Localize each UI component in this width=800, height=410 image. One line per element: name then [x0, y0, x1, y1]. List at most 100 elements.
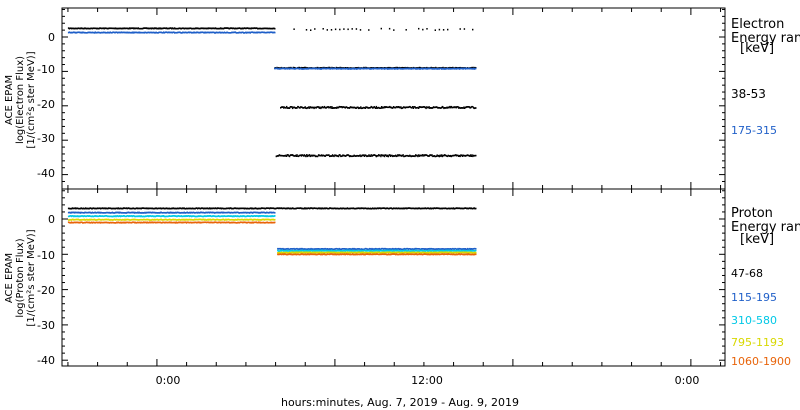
electron-point-175-315 — [343, 67, 346, 70]
electron-point-175-315 — [205, 32, 207, 34]
proton-point-115-195 — [237, 211, 239, 214]
proton-point-1060-1900 — [156, 221, 159, 224]
electron-point-175-315 — [159, 31, 162, 34]
proton-point-47-68 — [199, 207, 202, 210]
proton-point-115-195 — [317, 248, 319, 250]
electron-point-38-53 — [296, 154, 298, 156]
electron-point-175-315 — [308, 67, 310, 70]
proton-point-795-1193 — [153, 219, 155, 221]
electron-point-175-315 — [347, 68, 349, 70]
electron-point-38-53 — [317, 154, 320, 156]
proton-point-1060-1900 — [210, 221, 212, 223]
electron-point-38-53 — [227, 27, 229, 29]
proton-point-1060-1900 — [475, 253, 477, 256]
electron-point-175-315 — [422, 68, 424, 70]
proton-point-47-68 — [116, 207, 118, 210]
proton-point-1060-1900 — [207, 221, 209, 223]
proton-legend-47-68: 47-68 — [731, 267, 763, 280]
proton-point-795-1193 — [94, 219, 96, 221]
electron-point-175-315 — [311, 67, 314, 70]
proton-point-795-1193 — [148, 218, 150, 221]
proton-point-47-68 — [311, 207, 314, 210]
proton-point-795-1193 — [423, 251, 426, 254]
proton-point-310-580 — [128, 215, 131, 217]
electron-point-175-315 — [90, 31, 92, 34]
proton-point-115-195 — [113, 212, 116, 214]
proton-point-795-1193 — [253, 218, 255, 221]
proton-point-795-1193 — [316, 251, 318, 254]
proton-point-47-68 — [165, 207, 168, 209]
electron-point-38-53 — [326, 106, 328, 109]
proton-point-1060-1900 — [90, 221, 92, 224]
electron-point-38-53 — [197, 27, 200, 30]
proton-point-115-195 — [201, 211, 203, 214]
proton-point-115-195 — [291, 248, 294, 250]
proton-point-47-68 — [247, 207, 249, 210]
proton-point-310-580 — [465, 250, 467, 252]
proton-point-47-68 — [167, 207, 169, 210]
electron-point-175-315 — [418, 68, 421, 70]
proton-point-47-68 — [357, 207, 360, 209]
electron-point-175-315 — [351, 68, 353, 70]
electron-point-38-53 — [380, 155, 382, 158]
electron-point-38-53 — [356, 154, 358, 157]
electron-point-175-315 — [182, 31, 184, 34]
proton-point-310-580 — [96, 215, 98, 217]
electron-point-38-53 — [311, 155, 314, 157]
electron-point-38-53 — [456, 106, 458, 108]
proton-point-1060-1900 — [196, 222, 198, 224]
electron-point-38-53 — [319, 106, 321, 109]
proton-point-1060-1900 — [365, 253, 367, 255]
electron-point-38-53 — [149, 27, 151, 30]
proton-point-1060-1900 — [136, 221, 139, 224]
proton-point-47-68 — [363, 207, 366, 210]
electron-point-175-315 — [292, 67, 294, 70]
proton-point-1060-1900 — [126, 221, 128, 224]
proton-point-795-1193 — [339, 251, 341, 254]
electron-point-38-53 — [271, 27, 273, 30]
electron-point-38-53 — [315, 107, 317, 109]
electron-point-175-315 — [290, 67, 292, 70]
proton-point-47-68 — [360, 207, 362, 210]
electron-point-38-53 — [323, 106, 325, 109]
proton-point-115-195 — [339, 248, 341, 250]
electron-point-38-53 — [303, 67, 305, 69]
proton-point-795-1193 — [347, 252, 349, 254]
proton-point-1060-1900 — [358, 253, 360, 256]
electron-point-38-53 — [110, 27, 112, 29]
electron-point-175-315 — [283, 67, 286, 70]
proton-point-115-195 — [270, 211, 272, 214]
proton-point-47-68 — [383, 207, 385, 209]
electron-point-38-53 — [454, 154, 456, 157]
electron-point-38-53 — [413, 155, 415, 157]
proton-point-795-1193 — [263, 219, 266, 221]
proton-point-310-580 — [214, 215, 216, 217]
proton-point-1060-1900 — [139, 221, 141, 224]
electron-point-175-315 — [436, 68, 438, 70]
proton-point-47-68 — [365, 207, 367, 210]
proton-point-795-1193 — [110, 218, 112, 221]
proton-point-1060-1900 — [122, 221, 125, 224]
proton-point-115-195 — [162, 211, 165, 214]
proton-point-47-68 — [153, 207, 155, 210]
proton-point-47-68 — [358, 207, 360, 210]
proton-point-795-1193 — [182, 219, 184, 221]
electron-point-38-53 — [88, 27, 91, 30]
proton-point-1060-1900 — [458, 253, 460, 255]
electron-legend-title-1: Electron — [731, 17, 784, 32]
proton-point-1060-1900 — [333, 253, 335, 255]
proton-point-47-68 — [139, 207, 142, 210]
proton-point-47-68 — [329, 207, 332, 209]
proton-point-1060-1900 — [388, 253, 390, 255]
proton-point-795-1193 — [202, 218, 205, 221]
electron-point-175-315 — [408, 67, 410, 70]
proton-point-115-195 — [102, 212, 104, 214]
electron-point-38-53 — [324, 155, 326, 157]
proton-point-1060-1900 — [68, 221, 71, 224]
proton-point-1060-1900 — [336, 253, 338, 256]
proton-point-47-68 — [458, 207, 460, 209]
electron-point-175-315 — [102, 31, 104, 34]
proton-point-310-580 — [146, 215, 148, 217]
proton-point-1060-1900 — [429, 253, 432, 256]
electron-point-175-315 — [392, 67, 394, 70]
